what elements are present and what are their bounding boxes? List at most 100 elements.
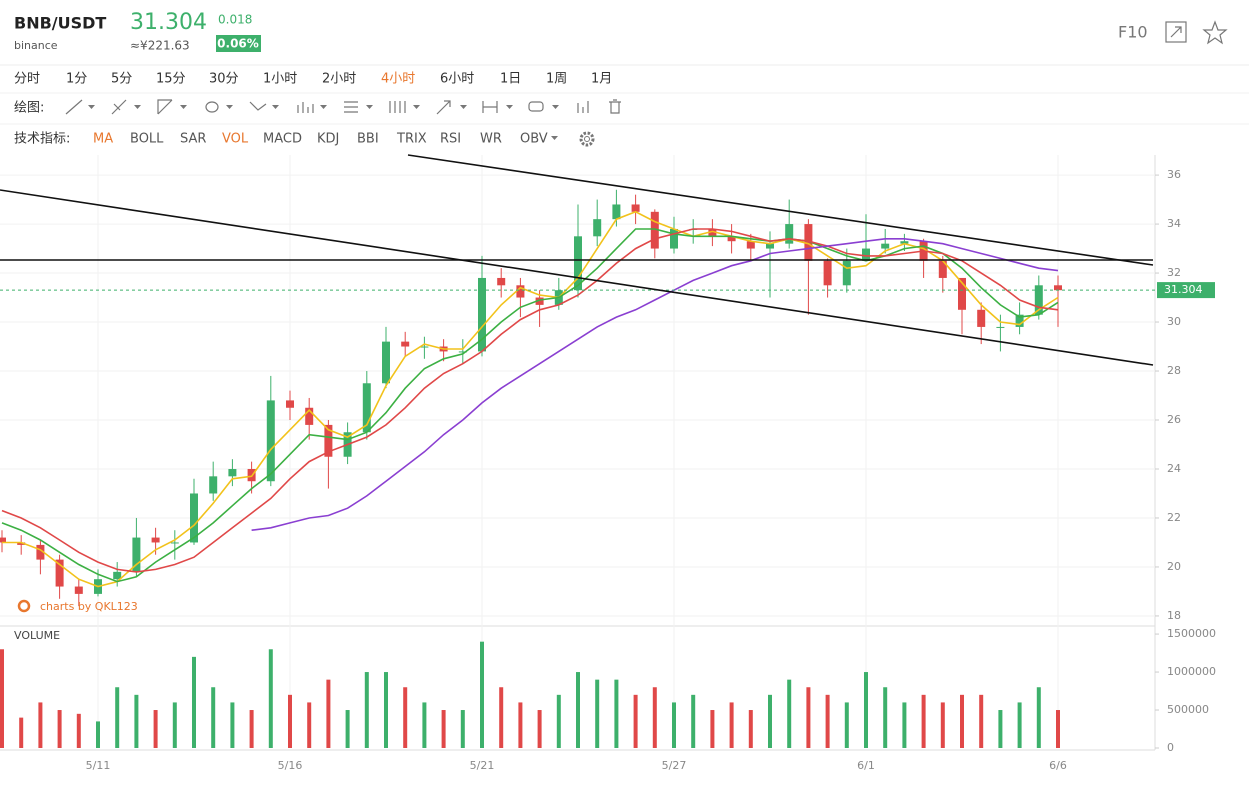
volume-bar bbox=[38, 702, 43, 748]
volume-bar bbox=[441, 710, 446, 748]
y-tick-label: 36 bbox=[1167, 168, 1181, 181]
volume-bar bbox=[460, 710, 465, 748]
volume-bar bbox=[172, 702, 177, 748]
candle-body bbox=[151, 537, 160, 543]
period-tab[interactable]: 1小时 bbox=[263, 72, 297, 87]
candle-body bbox=[36, 544, 45, 560]
change-badge bbox=[216, 35, 261, 52]
candle-body bbox=[670, 228, 678, 249]
period-tab[interactable]: 30分 bbox=[209, 72, 239, 87]
candle-body bbox=[458, 351, 467, 353]
volume-bar bbox=[422, 702, 427, 748]
period-tab[interactable]: 1周 bbox=[546, 72, 567, 87]
candle-body bbox=[881, 243, 890, 249]
fullscreen-icon[interactable] bbox=[1165, 21, 1187, 43]
volume-bar bbox=[883, 687, 888, 748]
volume-bar bbox=[1036, 687, 1041, 748]
volume-bar bbox=[1017, 702, 1022, 748]
candle-body bbox=[382, 341, 390, 384]
y-tick-label: 20 bbox=[1167, 560, 1181, 573]
volume-label: VOLUME bbox=[14, 629, 60, 642]
ma-line bbox=[2, 210, 1059, 588]
candle-body bbox=[209, 476, 218, 494]
volume-bar bbox=[57, 710, 62, 748]
volume-bar bbox=[192, 656, 196, 748]
volume-bar bbox=[384, 672, 388, 748]
candle-body bbox=[862, 248, 870, 261]
volume-bar bbox=[729, 702, 734, 748]
volume-bar bbox=[211, 687, 216, 748]
candle-body bbox=[804, 224, 813, 261]
indicator-button[interactable]: MACD bbox=[263, 132, 302, 147]
indicator-button[interactable]: KDJ bbox=[317, 132, 339, 147]
volume-tick-label: 1000000 bbox=[1167, 665, 1216, 678]
candle-body bbox=[612, 204, 621, 220]
volume-bar bbox=[96, 721, 100, 748]
candle-body bbox=[55, 559, 64, 587]
x-tick-label: 6/6 bbox=[1049, 759, 1067, 772]
settings-icon[interactable] bbox=[579, 131, 595, 147]
period-tab[interactable]: 2小时 bbox=[322, 72, 356, 87]
candle-body bbox=[1015, 314, 1024, 327]
volume-bar bbox=[76, 713, 81, 748]
volume-bar bbox=[345, 710, 350, 748]
y-tick-label: 34 bbox=[1167, 217, 1181, 230]
indicator-button[interactable]: VOL bbox=[222, 132, 249, 147]
cny-price: ≈¥221.63 bbox=[130, 39, 190, 53]
indicator-button[interactable]: BBI bbox=[357, 132, 379, 147]
y-tick-label: 30 bbox=[1167, 315, 1181, 328]
candle-body bbox=[324, 424, 333, 457]
candle-body bbox=[228, 468, 237, 477]
period-tab[interactable]: 15分 bbox=[156, 72, 186, 87]
candle-body bbox=[17, 542, 26, 545]
volume-bar bbox=[115, 687, 120, 748]
watermark-logo bbox=[17, 599, 31, 613]
period-tab[interactable]: 6小时 bbox=[440, 72, 474, 87]
period-tab[interactable]: 1分 bbox=[66, 72, 87, 87]
symbol: BNB/USDT bbox=[14, 14, 106, 33]
indicator-button[interactable]: SAR bbox=[180, 132, 206, 147]
indicator-button[interactable]: RSI bbox=[440, 132, 461, 147]
trend-lines bbox=[0, 154, 1154, 366]
volume-bar bbox=[614, 679, 619, 748]
volume-bar bbox=[921, 694, 926, 748]
candle-body bbox=[1054, 285, 1062, 291]
volume-bar bbox=[672, 702, 676, 748]
period-tab[interactable]: 分时 bbox=[14, 72, 40, 87]
volume-bar bbox=[940, 702, 945, 748]
period-tab[interactable]: 4小时 bbox=[381, 72, 415, 87]
volume-bar bbox=[576, 672, 580, 748]
f10-button[interactable]: F10 bbox=[1118, 23, 1148, 42]
period-tab[interactable]: 1日 bbox=[500, 72, 521, 87]
candle-body bbox=[497, 277, 506, 286]
volume-bar bbox=[403, 687, 408, 748]
candle-body bbox=[516, 285, 525, 298]
volume-bar bbox=[19, 717, 24, 748]
volume-bar bbox=[0, 649, 4, 748]
drawing-tools bbox=[65, 99, 621, 115]
plot bbox=[0, 155, 1155, 748]
volume-bar bbox=[268, 649, 273, 748]
y-tick-label: 22 bbox=[1167, 511, 1181, 524]
candle-body bbox=[74, 586, 83, 594]
indicator-button[interactable]: OBV bbox=[520, 132, 548, 147]
indicator-button[interactable]: TRIX bbox=[396, 132, 427, 147]
volume-bar bbox=[787, 679, 792, 748]
indicator-button[interactable]: MA bbox=[93, 132, 113, 147]
candle-body bbox=[900, 241, 909, 244]
volume-bar bbox=[1056, 710, 1060, 748]
period-tab[interactable]: 1月 bbox=[591, 72, 612, 87]
candle-body bbox=[190, 493, 198, 543]
candle-body bbox=[766, 243, 774, 249]
volume-bar bbox=[691, 694, 696, 748]
indicator-button[interactable]: WR bbox=[480, 132, 502, 147]
volume-bar bbox=[595, 679, 600, 748]
period-tab[interactable]: 5分 bbox=[111, 72, 132, 87]
indicator-button[interactable]: BOLL bbox=[130, 132, 164, 147]
x-tick-label: 5/11 bbox=[86, 759, 111, 772]
x-tick-label: 5/21 bbox=[470, 759, 495, 772]
obv-dropdown[interactable] bbox=[551, 136, 558, 140]
star-icon[interactable] bbox=[1202, 20, 1228, 45]
candle-body bbox=[401, 341, 410, 347]
